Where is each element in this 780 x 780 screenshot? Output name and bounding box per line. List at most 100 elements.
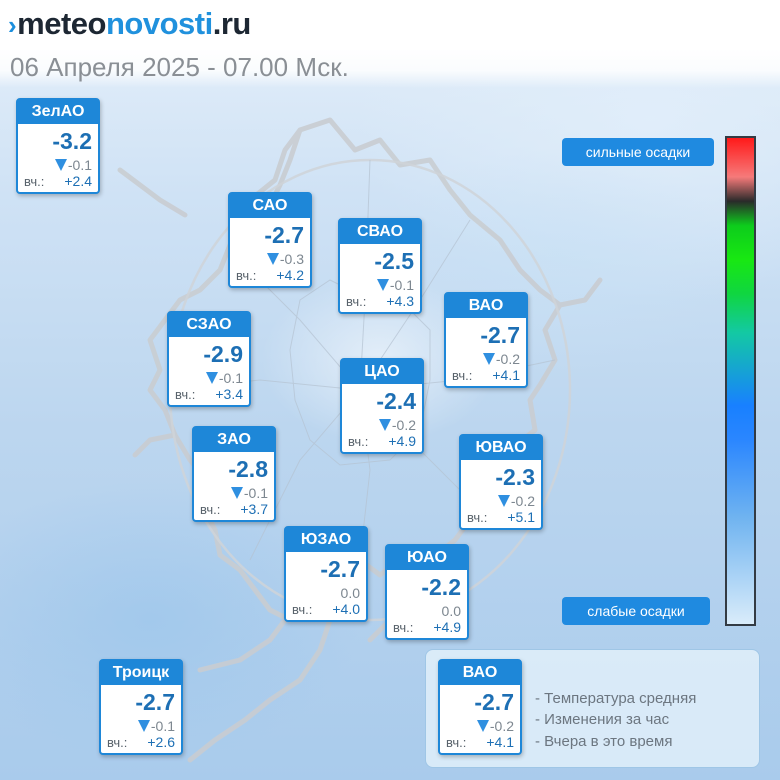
yesterday-label: вч.: — [292, 602, 313, 617]
hourly-change: 0.0 — [442, 603, 461, 619]
hourly-change: -0.1 — [54, 157, 92, 173]
district-name: ЮЗАО — [286, 528, 366, 552]
header: ›meteonovosti.ru 06 Апреля 2025 - 07.00 … — [0, 0, 780, 88]
yesterday-label: вч.: — [393, 620, 414, 635]
site-logo[interactable]: ›meteonovosti.ru — [8, 6, 251, 42]
down-triangle-icon — [137, 720, 150, 732]
yesterday-value: +4.1 — [486, 734, 514, 750]
district-name: СВАО — [340, 220, 420, 244]
yesterday-label: вч.: — [24, 174, 45, 189]
yesterday-label: вч.: — [467, 510, 488, 525]
hourly-change: -0.2 — [482, 351, 520, 367]
hourly-change-value: 0.0 — [441, 603, 461, 619]
precip-strong-label: сильные осадки — [562, 138, 714, 166]
hourly-change-value: -0.1 — [243, 485, 268, 501]
hourly-change-value: -0.2 — [510, 493, 535, 509]
logo-text-meteo: meteo — [17, 6, 106, 41]
precip-weak-label: слабые осадки — [562, 597, 710, 625]
district-name: ЗАО — [194, 428, 274, 452]
hourly-change: -0.1 — [376, 277, 414, 293]
average-temperature: -2.2 — [421, 574, 461, 600]
logo-text-novosti: novosti — [105, 6, 213, 41]
district-card-troitsk[interactable]: Троицк -2.7 -0.1 вч.: +2.6 — [99, 659, 183, 755]
yesterday-value: +4.1 — [492, 367, 520, 383]
yesterday-label: вч.: — [346, 294, 367, 309]
date-time-subtitle: 06 Апреля 2025 - 07.00 Мск. — [10, 52, 349, 82]
down-triangle-icon — [205, 372, 218, 384]
yesterday-value: +4.3 — [386, 293, 414, 309]
average-temperature: -2.5 — [374, 248, 414, 274]
average-temperature: -2.7 — [320, 556, 360, 582]
hourly-change: -0.2 — [476, 718, 514, 734]
legend-line-yesterday: - Вчера в это время — [535, 733, 673, 750]
hourly-change-value: -0.1 — [150, 718, 175, 734]
yesterday-value: +4.9 — [388, 433, 416, 449]
average-temperature: -2.9 — [203, 341, 243, 367]
yesterday-value: +3.7 — [240, 501, 268, 517]
down-triangle-icon — [476, 720, 489, 732]
hourly-change: -0.1 — [205, 370, 243, 386]
district-name: СЗАО — [169, 313, 249, 337]
hourly-change-value: -0.2 — [495, 351, 520, 367]
yesterday-label: вч.: — [452, 368, 473, 383]
yesterday-label: вч.: — [348, 434, 369, 449]
hourly-change-value: -0.1 — [67, 157, 92, 173]
down-triangle-icon — [376, 279, 389, 291]
hourly-change-value: -0.1 — [389, 277, 414, 293]
hourly-change-value: -0.2 — [489, 718, 514, 734]
yesterday-value: +5.1 — [507, 509, 535, 525]
legend-sample-card: ВАО -2.7 -0.2 вч.: +4.1 — [438, 659, 522, 755]
hourly-change-value: -0.1 — [218, 370, 243, 386]
district-card-zao[interactable]: ЗАО -2.8 -0.1 вч.: +3.7 — [192, 426, 276, 522]
down-triangle-icon — [378, 419, 391, 431]
average-temperature: -2.7 — [480, 322, 520, 348]
average-temperature: -2.3 — [495, 464, 535, 490]
average-temperature: -2.8 — [228, 456, 268, 482]
logo-text-domain: .ru — [212, 6, 252, 41]
district-card-zelao[interactable]: ЗелАО -3.2 -0.1 вч.: +2.4 — [16, 98, 100, 194]
yesterday-value: +4.2 — [276, 267, 304, 283]
yesterday-label: вч.: — [236, 268, 257, 283]
average-temperature: -2.4 — [376, 388, 416, 414]
yesterday-label: вч.: — [200, 502, 221, 517]
district-name: САО — [230, 194, 310, 218]
district-name: ЦАО — [342, 360, 422, 384]
hourly-change: -0.1 — [137, 718, 175, 734]
district-name: ЮВАО — [461, 436, 541, 460]
yesterday-value: +2.4 — [64, 173, 92, 189]
down-triangle-icon — [266, 253, 279, 265]
district-name: ЗелАО — [18, 100, 98, 124]
yesterday-value: +3.4 — [215, 386, 243, 402]
district-card-sao[interactable]: САО -2.7 -0.3 вч.: +4.2 — [228, 192, 312, 288]
district-card-cao[interactable]: ЦАО -2.4 -0.2 вч.: +4.9 — [340, 358, 424, 454]
hourly-change-value: 0.0 — [340, 585, 360, 601]
district-card-szao[interactable]: СЗАО -2.9 -0.1 вч.: +3.4 — [167, 311, 251, 407]
hourly-change: 0.0 — [341, 585, 360, 601]
hourly-change-value: -0.2 — [391, 417, 416, 433]
hourly-change: -0.3 — [266, 251, 304, 267]
district-card-yuvao[interactable]: ЮВАО -2.3 -0.2 вч.: +5.1 — [459, 434, 543, 530]
district-name: Троицк — [101, 661, 181, 685]
logo-chevron-icon: › — [8, 10, 17, 40]
average-temperature: -2.7 — [474, 689, 514, 715]
district-card-vao[interactable]: ВАО -2.7 -0.2 вч.: +4.1 — [444, 292, 528, 388]
hourly-change-value: -0.3 — [279, 251, 304, 267]
district-card-yuzao[interactable]: ЮЗАО -2.7 0.0 вч.: +4.0 — [284, 526, 368, 622]
hourly-change: -0.1 — [230, 485, 268, 501]
hourly-change: -0.2 — [378, 417, 416, 433]
average-temperature: -2.7 — [135, 689, 175, 715]
yesterday-value: +4.9 — [433, 619, 461, 635]
down-triangle-icon — [230, 487, 243, 499]
district-card-yuao[interactable]: ЮАО -2.2 0.0 вч.: +4.9 — [385, 544, 469, 640]
legend-line-average-temp: - Температура средняя — [535, 690, 697, 707]
district-name: ВАО — [440, 661, 520, 685]
hourly-change: -0.2 — [497, 493, 535, 509]
yesterday-label: вч.: — [446, 735, 467, 750]
district-card-svao[interactable]: СВАО -2.5 -0.1 вч.: +4.3 — [338, 218, 422, 314]
down-triangle-icon — [482, 353, 495, 365]
district-name: ВАО — [446, 294, 526, 318]
legend-line-hourly-change: - Изменения за час — [535, 711, 670, 728]
yesterday-label: вч.: — [175, 387, 196, 402]
average-temperature: -2.7 — [264, 222, 304, 248]
